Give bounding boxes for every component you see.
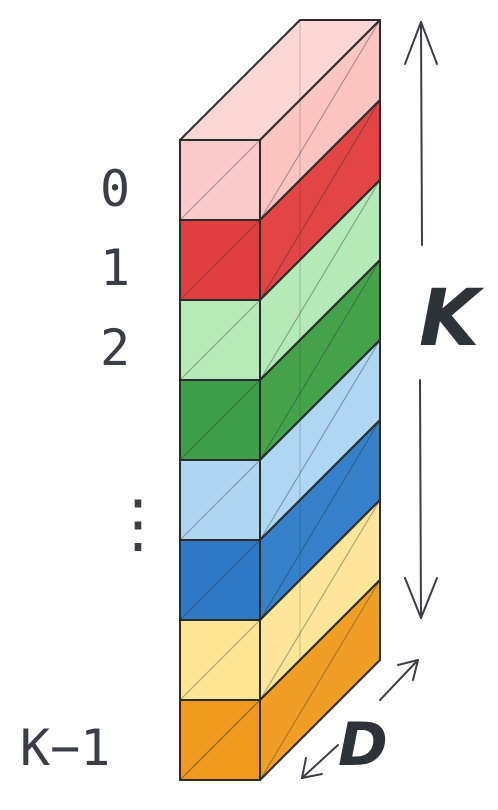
row-label-2: 2 (100, 319, 130, 377)
height-label: K (419, 274, 485, 364)
block-stack (180, 20, 380, 780)
row-label-last: K−1 (20, 719, 110, 777)
row-label-ellipsis: ⋮ (106, 487, 170, 561)
row-label-0: 0 (100, 160, 130, 218)
depth-label: D (338, 710, 388, 780)
row-label-1: 1 (100, 239, 130, 297)
